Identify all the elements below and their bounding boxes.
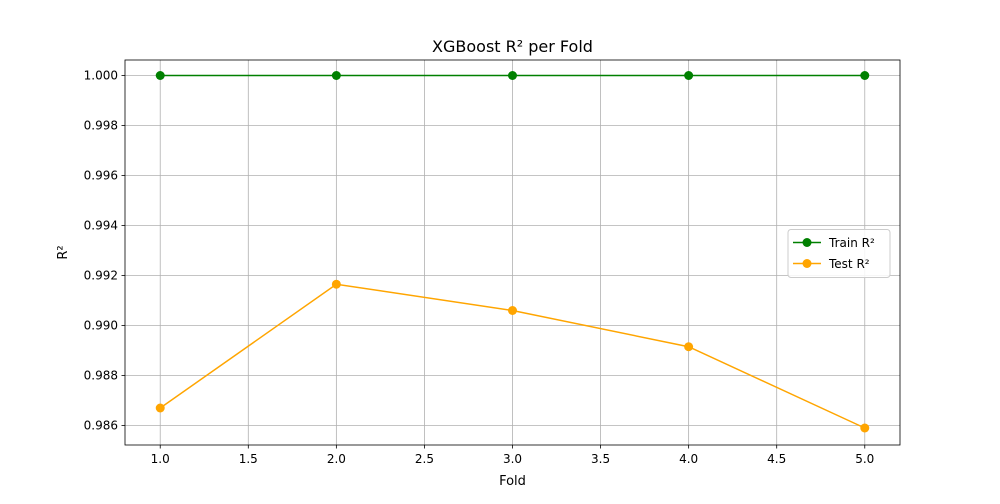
x-axis-ticks: 1.0 1.5 2.0 2.5 3.0 3.5 4.0 4.5 5.0 xyxy=(151,445,874,466)
data-point xyxy=(684,71,694,80)
y-tick-label: 0.990 xyxy=(84,319,118,333)
data-point xyxy=(860,423,870,433)
x-tick-label: 2.0 xyxy=(327,452,346,466)
y-tick-label: 0.992 xyxy=(84,269,118,283)
data-point xyxy=(508,71,517,80)
legend-label: Train R² xyxy=(828,236,875,250)
data-point xyxy=(155,71,165,80)
data-point xyxy=(331,279,341,289)
y-tick-label: 0.994 xyxy=(84,219,118,233)
legend-marker xyxy=(802,259,812,268)
x-tick-label: 4.0 xyxy=(679,452,698,466)
legend-label: Test R² xyxy=(828,257,870,271)
x-tick-label: 4.5 xyxy=(767,452,786,466)
data-point xyxy=(331,71,341,80)
x-axis-label: Fold xyxy=(499,474,526,489)
y-tick-label: 0.996 xyxy=(84,169,118,183)
data-point xyxy=(684,342,694,352)
data-point xyxy=(155,403,165,413)
data-point xyxy=(508,306,517,315)
data-point xyxy=(860,71,870,80)
x-tick-label: 1.5 xyxy=(239,452,258,466)
y-axis-label: R² xyxy=(56,245,71,259)
x-tick-label: 3.0 xyxy=(503,452,522,466)
legend-marker xyxy=(802,238,812,247)
y-tick-label: 1.000 xyxy=(84,69,118,83)
x-tick-label: 5.0 xyxy=(855,452,874,466)
series-layer xyxy=(155,71,870,433)
x-tick-label: 2.5 xyxy=(415,452,434,466)
legend: Train R² Test R² xyxy=(787,229,891,278)
chart-title: XGBoost R² per Fold xyxy=(432,37,593,56)
grid xyxy=(125,60,900,445)
y-tick-label: 0.988 xyxy=(84,369,118,383)
y-tick-label: 0.986 xyxy=(84,419,118,433)
legend-box xyxy=(787,229,891,278)
x-tick-label: 1.0 xyxy=(151,452,170,466)
y-axis-ticks: 0.986 0.988 0.990 0.992 0.994 0.996 0.998 1.000 xyxy=(84,69,125,433)
x-tick-label: 3.5 xyxy=(591,452,610,466)
y-tick-label: 0.998 xyxy=(84,119,118,133)
